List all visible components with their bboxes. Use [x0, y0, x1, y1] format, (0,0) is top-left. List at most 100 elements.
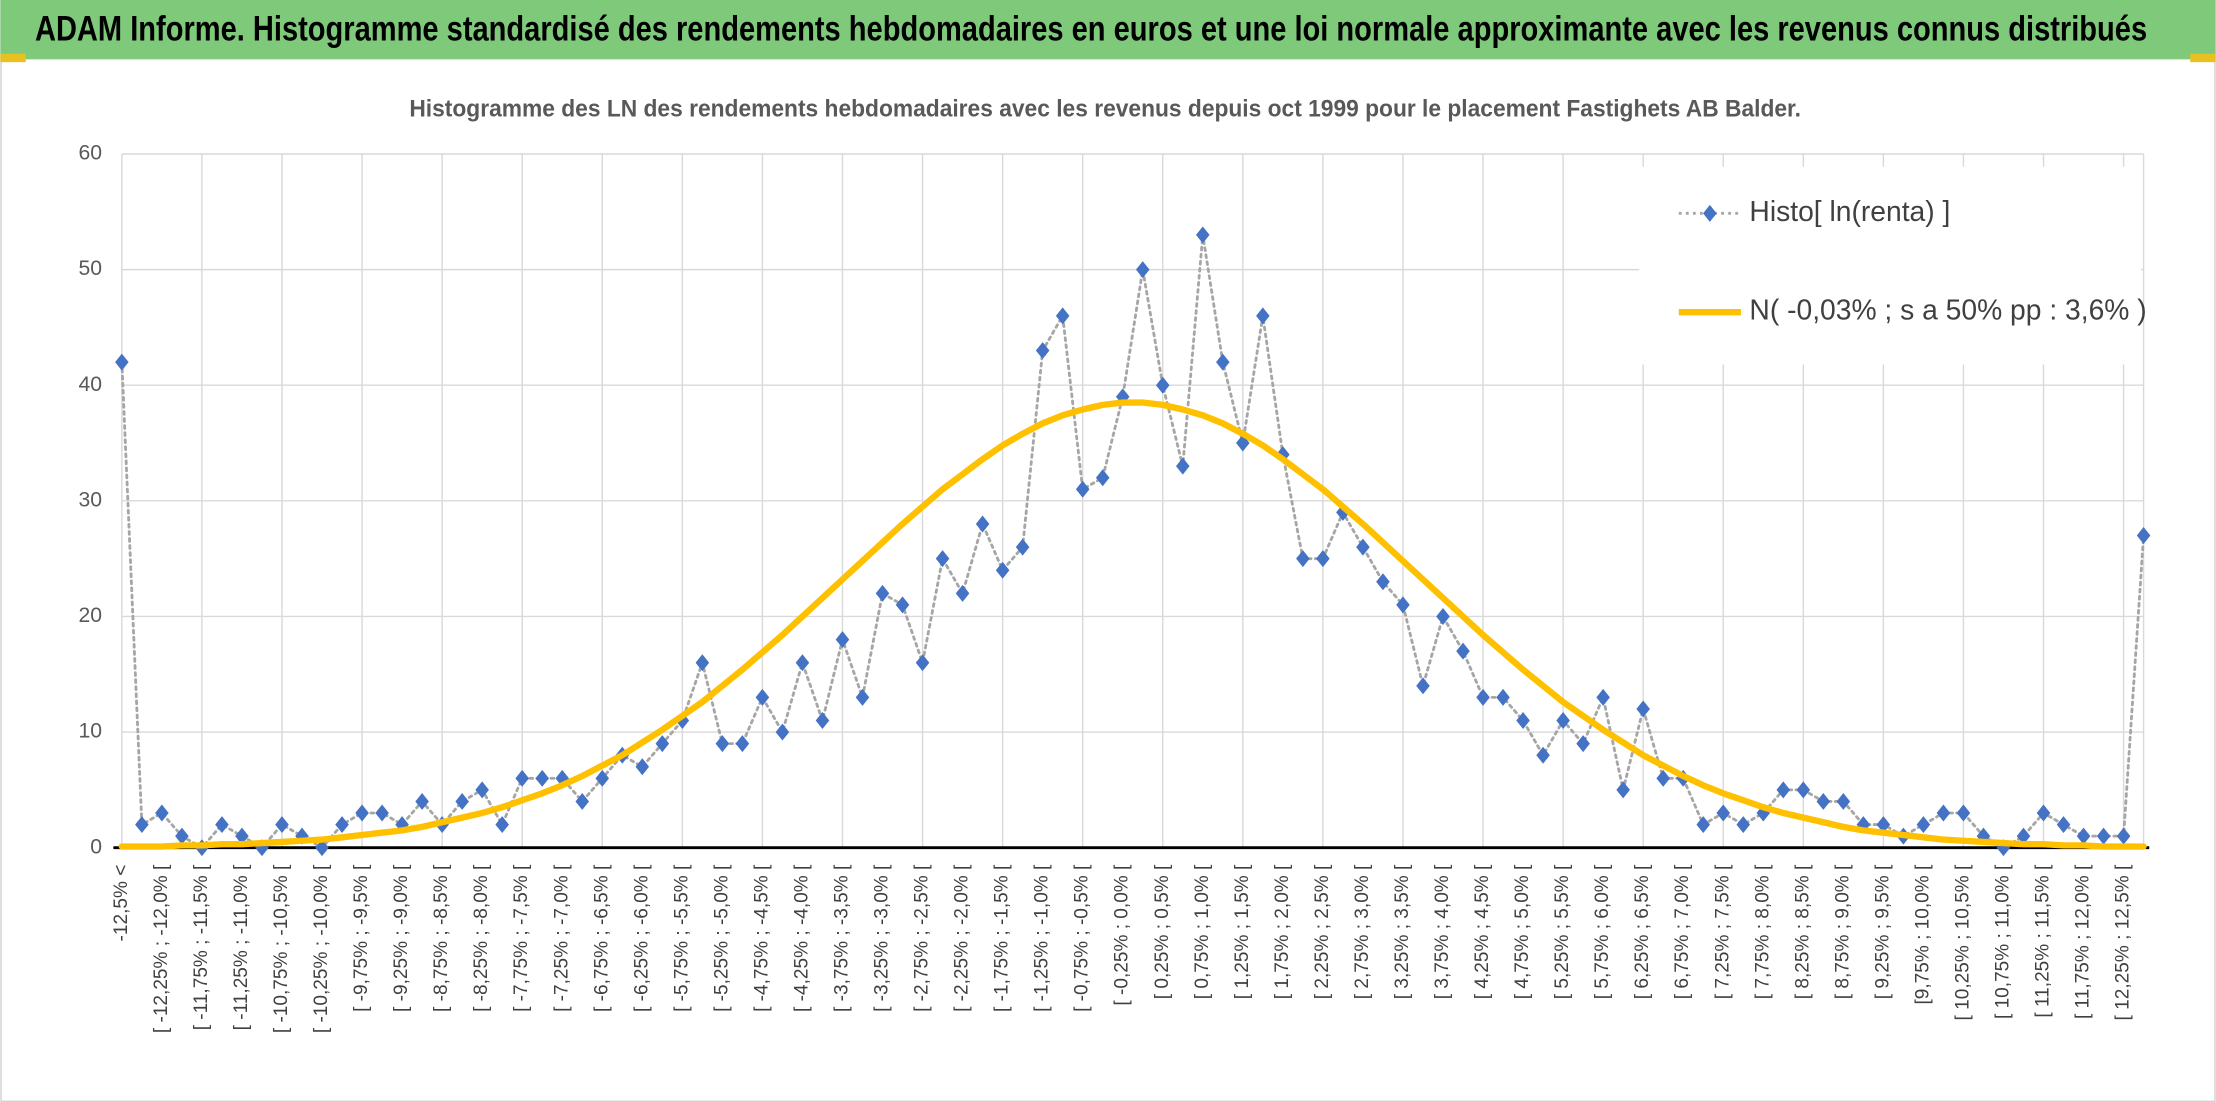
x-tick-label: [ -10,25% ; -10,0% [: [311, 864, 332, 1033]
x-tick-label: [ 8,25% ; 8,5% [: [1792, 864, 1813, 999]
data-point: [1175, 457, 1190, 475]
data-point: [1236, 434, 1250, 452]
data-point: [135, 816, 149, 834]
y-tick-label: 20: [78, 604, 102, 627]
y-tick-label: 40: [78, 373, 102, 396]
legend-label: N( -0,03% ; s a 50% pp : 3,6% ): [1749, 294, 2146, 326]
data-point: [555, 769, 570, 787]
x-tick-label: [ 1,75% ; 2,0% [: [1272, 864, 1293, 999]
data-point: [375, 804, 389, 822]
x-tick-label: -12,5% <: [111, 865, 132, 942]
x-tick-label: [ -9,75% ; -9,5% [: [351, 864, 372, 1012]
x-tick-label: [ 5,75% ; 6,0% [: [1592, 864, 1613, 999]
data-point: [315, 839, 329, 857]
data-point: [1376, 573, 1390, 591]
x-tick-label: [ -1,75% ; -1,5% [: [992, 864, 1013, 1012]
corner: [2190, 53, 2216, 63]
y-tick-label: 60: [78, 142, 102, 165]
x-tick-label: [ 10,25% ; 10,5% [: [1952, 864, 1973, 1020]
data-point: [175, 827, 189, 845]
data-point: [1035, 342, 1050, 360]
x-tick-label: [ -6,75% ; -6,5% [: [591, 864, 612, 1012]
x-tick-label: [ 1,25% ; 1,5% [: [1232, 864, 1253, 999]
x-tick-label: [ 3,25% ; 3,5% [: [1392, 864, 1413, 999]
x-tick-label: [ 6,25% ; 6,5% [: [1632, 864, 1653, 999]
data-point: [935, 550, 950, 568]
x-tick-label: [ -0,75% ; -0,5% [: [1072, 864, 1093, 1012]
legend-box: [1639, 166, 2141, 365]
data-point: [335, 816, 349, 834]
x-tick-label: [ -7,25% ; -7,0% [: [551, 864, 572, 1012]
y-tick-label: 30: [78, 488, 102, 511]
chart-title: Histogramme des LN des rendements hebdom…: [409, 96, 1801, 123]
x-tick-label: [ 0,75% ; 1,0% [: [1192, 864, 1213, 999]
data-point: [2116, 827, 2131, 845]
x-tick-label: [ -5,25% ; -5,0% [: [711, 864, 732, 1012]
data-point: [1556, 712, 1570, 729]
x-tick-label: [ 4,25% ; 4,5% [: [1472, 864, 1493, 999]
data-point: [1476, 688, 1490, 706]
data-point: [895, 596, 910, 614]
data-point: [1876, 816, 1891, 834]
data-point: [1936, 804, 1951, 822]
x-tick-label: [ 2,25% ; 2,5% [: [1312, 864, 1333, 999]
x-tick-label: [ 2,75% ; 3,0% [: [1352, 864, 1373, 999]
x-tick-label: [ 7,75% ; 8,0% [: [1752, 864, 1773, 999]
data-point: [955, 584, 970, 602]
header-title: ADAM Informe. Histogramme standardisé de…: [35, 9, 2147, 48]
legend-label: Histo[ ln(renta) ]: [1749, 195, 1950, 227]
x-tick-label: [ -8,75% ; -8,5% [: [431, 864, 452, 1012]
x-tick-label: [ 9,25% ; 9,5% [: [1872, 864, 1893, 999]
data-point: [215, 816, 229, 834]
x-tick-label: [ 4,75% ; 5,0% [: [1512, 864, 1533, 999]
data-point: [1216, 353, 1230, 371]
x-tick-label: [9,75% ; 10,0% [: [1912, 864, 1933, 1005]
data-point: [1436, 607, 1450, 625]
x-tick-label: [ -4,25% ; -4,0% [: [791, 864, 812, 1012]
x-tick-label: [ 6,75% ; 7,0% [: [1672, 864, 1693, 999]
data-point: [1135, 261, 1150, 279]
data-point: [115, 353, 129, 371]
x-tick-label: [ 5,25% ; 5,5% [: [1552, 864, 1573, 999]
data-point: [1456, 642, 1470, 660]
x-tick-label: [ -7,75% ; -7,5% [: [511, 864, 532, 1012]
data-point: [1496, 688, 1510, 706]
data-point: [695, 654, 710, 672]
y-tick-label: 50: [78, 257, 102, 280]
x-tick-label: [ 12,25% ; 12,5% [: [2113, 864, 2134, 1020]
legend: Histo[ ln(renta) ] N( -0,03% ; s a 50% pp…: [1639, 166, 2147, 365]
x-tick-label: [ -2,75% ; -2,5% [: [912, 864, 933, 1012]
data-point: [1396, 596, 1410, 614]
header-band: [0, 0, 2216, 60]
x-tick-label: [ 3,75% ; 4,0% [: [1432, 864, 1453, 999]
data-point: [1075, 480, 1090, 498]
data-point: [855, 688, 870, 706]
data-point: [1916, 816, 1931, 834]
data-point: [495, 816, 509, 834]
x-tick-label: [ -3,25% ; -3,0% [: [872, 864, 893, 1012]
data-point: [1836, 792, 1851, 810]
x-tick-label: [ 0,25% ; 0,5% [: [1152, 864, 1173, 999]
data-point: [995, 561, 1010, 579]
corner: [0, 53, 26, 63]
data-point: [635, 758, 650, 776]
data-point: [455, 792, 469, 810]
x-tick-label: [ -12,25% ; -12,0% [: [151, 864, 172, 1033]
y-tick-label: 0: [90, 835, 102, 858]
data-point: [535, 769, 549, 787]
data-point: [415, 792, 429, 810]
data-point: [2096, 827, 2111, 845]
x-tick-label: [ 8,75% ; 9,0% [: [1832, 864, 1853, 999]
data-point: [2016, 827, 2031, 845]
data-point: [1015, 538, 1030, 556]
x-tick-label: [ -4,75% ; -4,5% [: [751, 864, 772, 1012]
data-point: [1636, 700, 1650, 718]
x-tick-label: [ -1,25% ; -1,0% [: [1032, 864, 1053, 1012]
x-tick-label: [ -9,25% ; -9,0% [: [391, 864, 412, 1012]
data-point: [1296, 550, 1310, 568]
data-point: [2056, 816, 2071, 834]
data-point: [2136, 527, 2151, 545]
x-tick-label: [ -3,75% ; -3,5% [: [832, 864, 853, 1012]
x-tick-label: [ -2,25% ; -2,0% [: [952, 864, 973, 1012]
